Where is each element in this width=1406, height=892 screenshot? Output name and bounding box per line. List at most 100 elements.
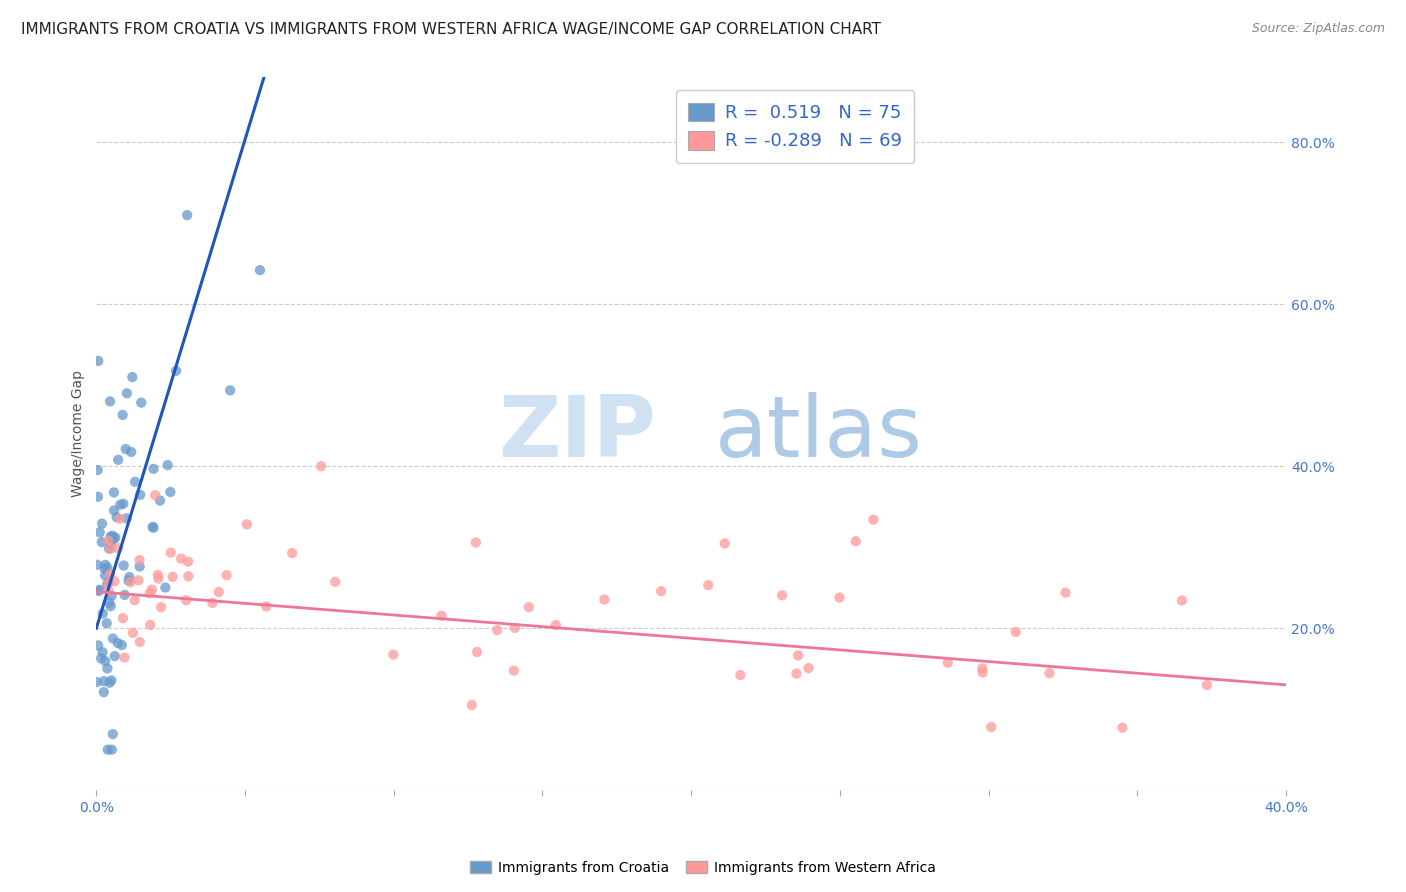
Point <box>101 727 124 741</box>
Point <box>177 555 200 569</box>
Point <box>150 600 173 615</box>
Point <box>1038 666 1060 681</box>
Point <box>980 720 1002 734</box>
Point <box>309 459 332 474</box>
Point <box>162 570 184 584</box>
Point <box>86 558 108 572</box>
Point <box>146 567 169 582</box>
Point <box>104 531 127 545</box>
Point <box>97 583 120 598</box>
Point <box>115 386 138 401</box>
Point <box>87 354 110 368</box>
Legend: R =  0.519   N = 75, R = -0.289   N = 69: R = 0.519 N = 75, R = -0.289 N = 69 <box>676 90 914 163</box>
Point <box>148 572 170 586</box>
Point <box>100 673 122 688</box>
Point <box>86 463 108 477</box>
Point <box>382 648 405 662</box>
Point <box>105 510 128 524</box>
Point <box>138 586 160 600</box>
Point <box>118 570 141 584</box>
Point <box>236 517 259 532</box>
Point <box>323 574 346 589</box>
Point <box>103 503 125 517</box>
Point <box>1171 593 1194 607</box>
Point <box>972 665 994 680</box>
Point <box>142 521 165 535</box>
Point <box>156 458 179 472</box>
Point <box>107 541 129 555</box>
Point <box>465 645 488 659</box>
Point <box>650 584 672 599</box>
Point <box>828 591 851 605</box>
Point <box>114 650 136 665</box>
Point <box>114 442 136 456</box>
Point <box>787 648 810 663</box>
Point <box>89 582 111 597</box>
Text: Source: ZipAtlas.com: Source: ZipAtlas.com <box>1251 22 1385 36</box>
Point <box>201 596 224 610</box>
Point <box>785 666 807 681</box>
Point <box>90 651 112 665</box>
Point <box>517 600 540 615</box>
Point <box>176 208 198 222</box>
Point <box>98 394 121 409</box>
Point <box>159 485 181 500</box>
Point <box>91 516 114 531</box>
Point <box>142 520 165 534</box>
Point <box>461 698 484 712</box>
Point <box>100 541 122 556</box>
Point <box>845 534 868 549</box>
Point <box>87 639 110 653</box>
Point <box>502 664 524 678</box>
Point <box>159 546 181 560</box>
Point <box>100 589 122 603</box>
Point <box>91 645 114 659</box>
Point <box>94 558 117 572</box>
Point <box>115 511 138 525</box>
Point <box>797 661 820 675</box>
Point <box>1111 721 1133 735</box>
Point <box>503 621 526 635</box>
Point <box>112 497 135 511</box>
Point <box>93 674 115 689</box>
Point <box>96 661 118 675</box>
Point <box>464 535 486 549</box>
Point <box>103 532 125 546</box>
Point <box>730 668 752 682</box>
Text: ZIP: ZIP <box>498 392 655 475</box>
Point <box>124 593 146 607</box>
Point <box>142 462 165 476</box>
Point <box>87 584 110 599</box>
Point <box>281 546 304 560</box>
Point <box>177 569 200 583</box>
Point <box>862 513 884 527</box>
Point <box>1054 585 1077 599</box>
Point <box>110 498 132 512</box>
Point <box>770 588 793 602</box>
Point <box>120 445 142 459</box>
Point <box>111 638 134 652</box>
Legend: Immigrants from Croatia, Immigrants from Western Africa: Immigrants from Croatia, Immigrants from… <box>465 855 941 880</box>
Point <box>486 624 509 638</box>
Point <box>94 568 117 582</box>
Point <box>430 608 453 623</box>
Point <box>121 625 143 640</box>
Point <box>100 538 122 552</box>
Point <box>98 675 121 690</box>
Point <box>101 529 124 543</box>
Point <box>98 541 121 556</box>
Point <box>100 530 122 544</box>
Point <box>103 485 125 500</box>
Point <box>143 488 166 502</box>
Point <box>101 632 124 646</box>
Point <box>170 551 193 566</box>
Point <box>128 553 150 567</box>
Point <box>249 263 271 277</box>
Point <box>97 576 120 591</box>
Point <box>972 661 994 675</box>
Point <box>98 567 121 582</box>
Point <box>215 568 238 582</box>
Point <box>98 596 121 610</box>
Point <box>544 618 567 632</box>
Point <box>936 656 959 670</box>
